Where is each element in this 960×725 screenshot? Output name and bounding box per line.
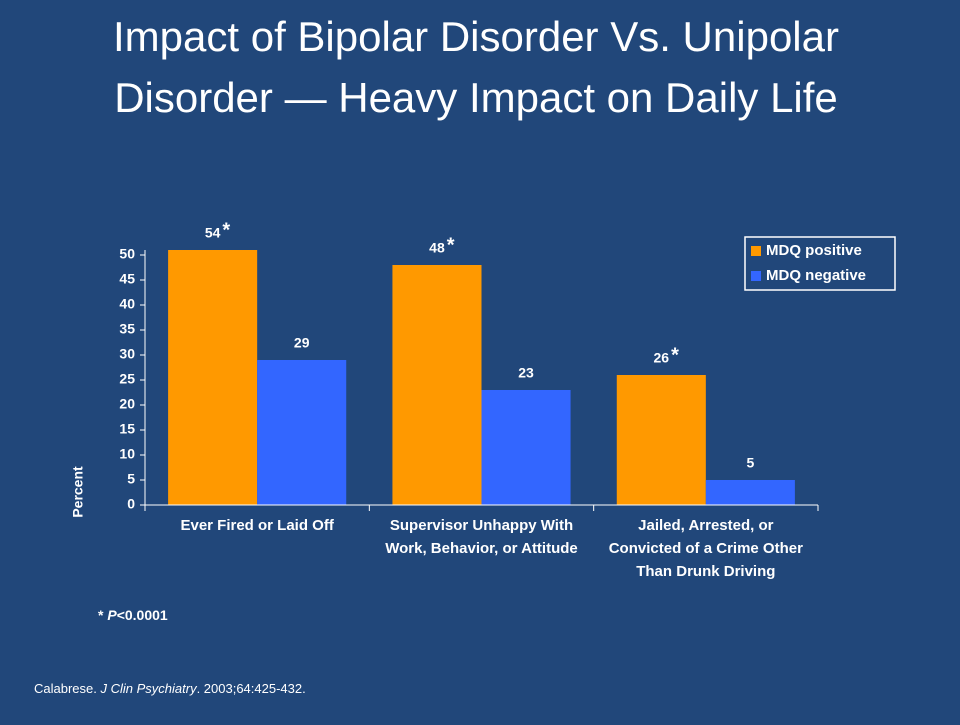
x-tick-label: Ever Fired or Laid Off [180,517,334,534]
legend-swatch [751,271,761,281]
y-tick-label: 10 [119,446,135,462]
y-tick-label: 25 [119,371,135,387]
footnote-italic: P [107,607,117,623]
bar [257,360,347,505]
y-axis-label: Percent [70,466,86,518]
y-tick-label: 20 [119,396,135,412]
source: Calabrese. J Clin Psychiatry. 2003;64:42… [34,681,306,696]
bar [481,390,571,505]
data-label: 23 [518,365,534,381]
y-tick-label: 45 [119,271,135,287]
bar [616,375,706,505]
y-tick-label: 35 [119,321,135,337]
label-line: Ever Fired or Laid Off [180,517,334,534]
significance-mark: * [671,344,679,366]
source-journal: J Clin Psychiatry [99,681,198,696]
source-text: Calabrese. [34,681,100,696]
y-tick-label: 50 [119,246,135,262]
legend-label: MDQ negative [766,267,866,284]
y-tick-label: 30 [119,346,135,362]
source-text: . 2003;64:425-432. [197,681,306,696]
label-line: Work, Behavior, or Attitude [385,540,578,557]
legend-swatch [751,246,761,256]
legend-label: MDQ positive [766,242,862,259]
data-label: 48 [429,240,445,256]
x-tick-label: Jailed, Arrested, or Convicted of a Crime… [609,517,803,580]
y-tick-label: 40 [119,296,135,312]
plot-area [168,250,795,505]
bar [392,265,482,505]
legend-box [744,236,896,291]
x-tick-label: Supervisor Unhappy With Work, Behavior, o… [385,517,578,557]
bar [168,250,258,505]
label-line: Than Drunk Driving [636,563,775,580]
data-label: 26 [654,350,670,366]
y-tick-label: 15 [119,421,135,437]
title-line: Disorder — Heavy Impact on Daily Life [114,74,838,121]
bar [705,480,795,505]
footnote-text: <0.0001 [117,607,168,623]
y-tick-label: 5 [127,471,135,487]
label-line: Supervisor Unhappy With [390,517,573,534]
significance-mark: * [222,219,230,241]
data-label: 29 [294,335,310,351]
significance-mark: * [447,234,455,256]
label-line: Convicted of a Crime Other [609,540,803,557]
footnote-marker: * [98,607,104,623]
title-line: Impact of Bipolar Disorder Vs. Unipolar [113,13,839,60]
y-tick-label: 0 [127,496,135,512]
label-line: Jailed, Arrested, or [638,517,773,534]
data-label: 54 [205,225,221,241]
footnote: * P<0.0001 [98,607,168,623]
data-label: 5 [746,455,754,471]
